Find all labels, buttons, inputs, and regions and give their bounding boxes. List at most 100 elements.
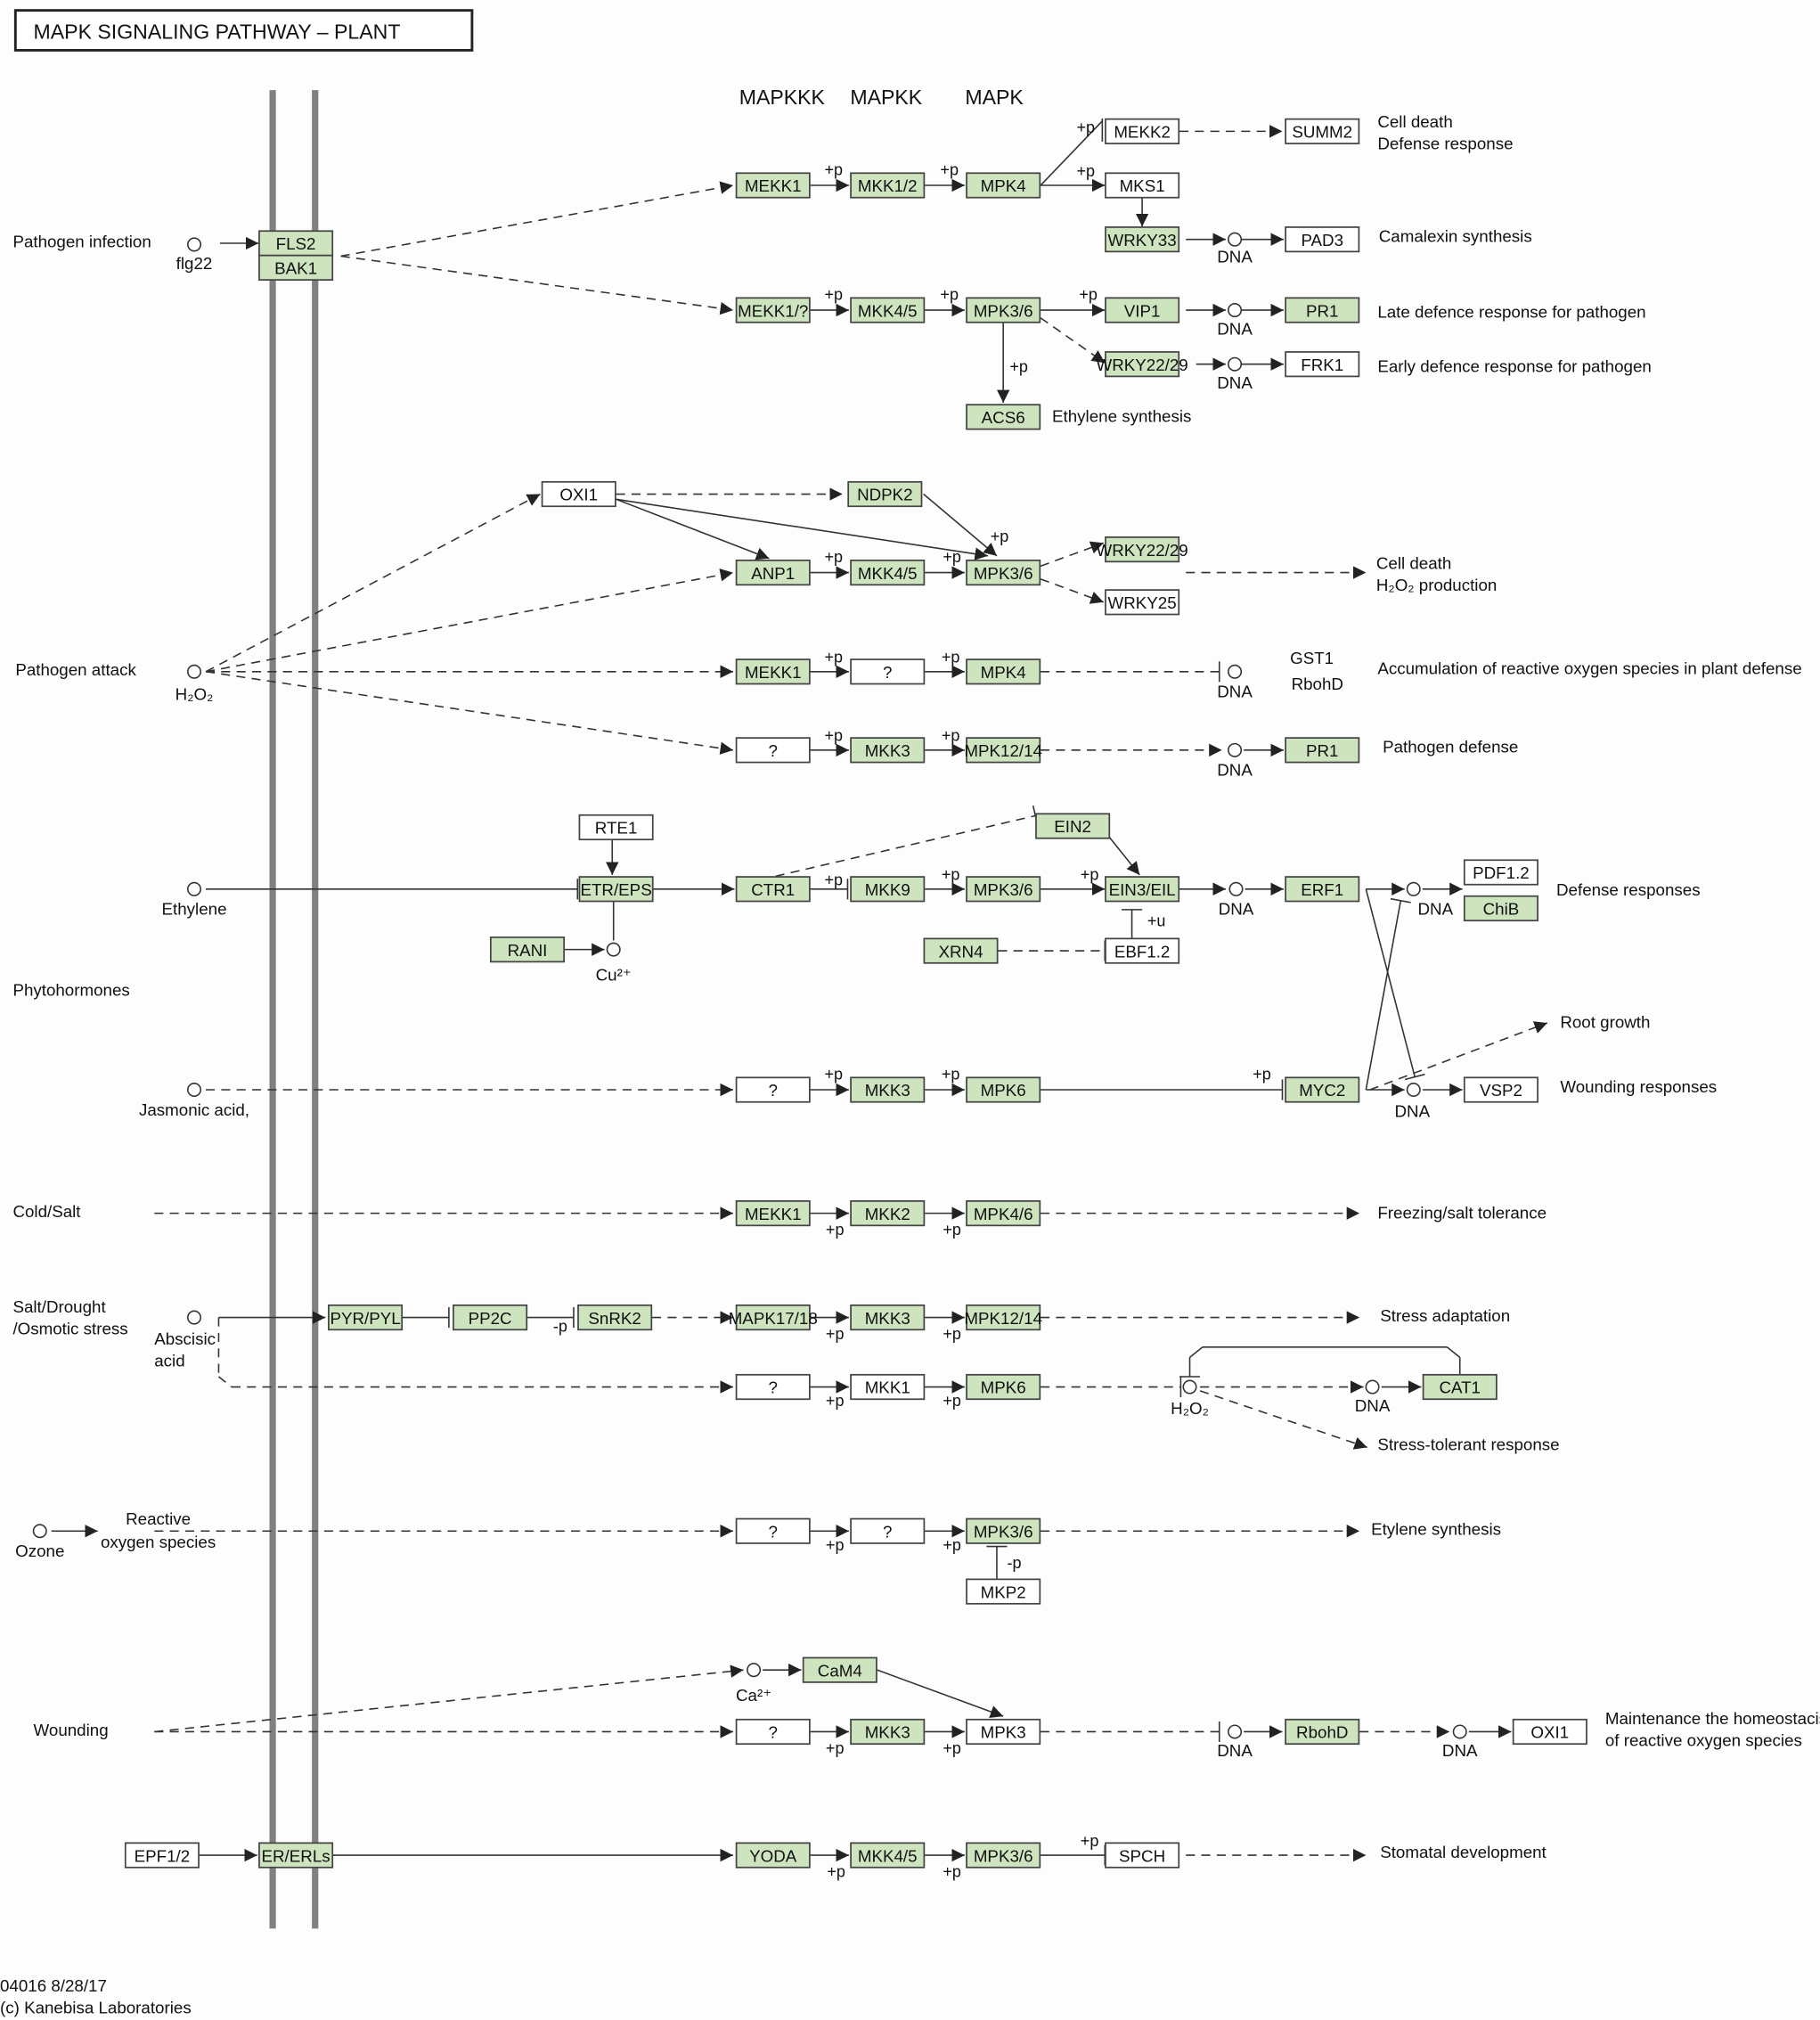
gene-fls2[interactable]: FLS2 [258,230,334,257]
gene-mkk3[interactable]: MKK3 [850,1718,926,1746]
gene-wrky25[interactable]: WRKY25 [1105,589,1180,616]
gene-mpk12-14[interactable]: MPK12/14 [964,1304,1042,1331]
gene-mekk1[interactable]: MEKK1/? [735,297,811,323]
gene-mpk3[interactable]: MPK3 [966,1718,1041,1746]
gene-er-erls[interactable]: ER/ERLs [258,1842,334,1869]
compound-dna-icon[interactable] [1228,303,1243,318]
gene-mpk4[interactable]: MPK4 [966,172,1041,199]
compound-dna-icon[interactable] [1228,664,1243,679]
compound-jasmonic-acid-icon[interactable] [187,1083,202,1098]
gene-unknown[interactable]: ? [850,658,926,685]
gene-pr1[interactable]: PR1 [1285,737,1360,764]
gene-unknown[interactable]: ? [735,1076,811,1103]
gene-acs6[interactable]: ACS6 [966,404,1041,430]
gene-mpk4[interactable]: MPK4 [966,658,1041,685]
compound-ethylene-icon[interactable] [187,881,202,896]
gene-vsp2[interactable]: VSP2 [1463,1076,1538,1103]
gene-mkp2[interactable]: MKP2 [966,1578,1041,1605]
gene-mekk2[interactable]: MEKK2 [1105,118,1180,144]
compound-abscisic-acid-icon[interactable] [187,1310,202,1325]
gene-myc2[interactable]: MYC2 [1285,1076,1360,1103]
gene-mekk1[interactable]: MEKK1 [735,1200,811,1227]
gene-mkk9[interactable]: MKK9 [850,876,926,903]
gene-mpk6[interactable]: MPK6 [966,1373,1041,1401]
gene-mkk4-5[interactable]: MKK4/5 [850,1842,926,1869]
compound-dna-icon[interactable] [1228,881,1244,896]
gene-ebf1-2[interactable]: EBF1.2 [1105,937,1180,964]
gene-snrk2[interactable]: SnRK2 [577,1304,653,1331]
gene-bak1[interactable]: BAK1 [258,254,334,282]
gene-mpk3-6[interactable]: MPK3/6 [966,1842,1041,1869]
compound-h2o2-icon[interactable] [1182,1379,1197,1394]
gene-mpk3-6[interactable]: MPK3/6 [966,560,1041,586]
compound-ca2-icon[interactable] [747,1663,762,1678]
gene-xrn4[interactable]: XRN4 [923,937,999,964]
compound-ozone-icon[interactable] [32,1524,47,1539]
gene-pdf1-2[interactable]: PDF1.2 [1463,859,1538,886]
gene-unknown[interactable]: ? [735,1373,811,1401]
gene-mkk1-2[interactable]: MKK1/2 [850,172,926,199]
gene-mkk3[interactable]: MKK3 [850,1304,926,1331]
gene-cat1[interactable]: CAT1 [1422,1373,1498,1401]
gene-chib[interactable]: ChiB [1463,895,1538,922]
gene-mkk2[interactable]: MKK2 [850,1200,926,1227]
gene-mpk3-6[interactable]: MPK3/6 [966,876,1041,903]
compound-dna-icon[interactable] [1228,742,1243,757]
gene-ndpk2[interactable]: NDPK2 [847,480,923,508]
gene-mpk3-6[interactable]: MPK3/6 [966,297,1041,323]
gene-rbohd[interactable]: RbohD [1285,1718,1360,1746]
gene-mapk17-18[interactable]: MAPK17/18 [729,1304,818,1331]
gene-unknown[interactable]: ? [735,1517,811,1544]
gene-pr1[interactable]: PR1 [1285,297,1360,323]
gene-ein3-eil[interactable]: EIN3/EIL [1105,876,1180,903]
gene-mkk3[interactable]: MKK3 [850,737,926,764]
gene-vip1[interactable]: VIP1 [1105,297,1180,323]
gene-mkk3[interactable]: MKK3 [850,1076,926,1103]
gene-mkk4-5[interactable]: MKK4/5 [850,297,926,323]
compound-h2o2-icon[interactable] [187,664,202,679]
gene-mkk4-5[interactable]: MKK4/5 [850,560,926,586]
gene-unknown[interactable]: ? [850,1517,926,1544]
gene-pp2c[interactable]: PP2C [453,1304,528,1331]
compound-cu2-icon[interactable] [606,942,621,957]
compound-dna-icon[interactable] [1228,232,1243,247]
gene-epf1-2[interactable]: EPF1/2 [124,1842,200,1869]
gene-cam4[interactable]: CaM4 [802,1656,877,1683]
gene-anp1[interactable]: ANP1 [735,560,811,586]
gene-rte1[interactable]: RTE1 [578,814,654,841]
gene-mekk1[interactable]: MEKK1 [735,172,811,199]
gene-mekk1[interactable]: MEKK1 [735,658,811,685]
gene-wrky33[interactable]: WRKY33 [1105,226,1180,253]
gene-etr-eps[interactable]: ETR/EPS [578,876,654,903]
compound-dna-icon[interactable] [1228,356,1243,372]
gene-yoda[interactable]: YODA [735,1842,811,1869]
gene-ein2[interactable]: EIN2 [1035,813,1111,839]
phosphorylation-label: +p [940,286,959,304]
gene-mpk6[interactable]: MPK6 [966,1076,1041,1103]
gene-mks1[interactable]: MKS1 [1105,172,1180,199]
compound-dna-icon[interactable] [1406,1083,1421,1098]
gene-mpk12-14[interactable]: MPK12/14 [964,737,1042,764]
compound-dna-icon[interactable] [1452,1724,1467,1739]
gene-wrky22-29[interactable]: WRKY22/29 [1097,351,1188,378]
compound-flg22-icon[interactable] [187,237,202,252]
gene-ctr1[interactable]: CTR1 [735,876,811,903]
gene-mkk1[interactable]: MKK1 [850,1373,926,1401]
gene-unknown[interactable]: ? [735,1718,811,1746]
gene-spch[interactable]: SPCH [1105,1842,1180,1869]
compound-dna-icon[interactable] [1228,1724,1243,1739]
gene-oxi1[interactable]: OXI1 [541,480,616,508]
compound-dna-icon[interactable] [1406,881,1421,896]
gene-mpk4-6[interactable]: MPK4/6 [966,1200,1041,1227]
gene-mpk3-6[interactable]: MPK3/6 [966,1517,1041,1544]
gene-frk1[interactable]: FRK1 [1285,351,1360,378]
gene-unknown[interactable]: ? [735,737,811,764]
gene-rani[interactable]: RANI [489,936,565,963]
gene-wrky22-29[interactable]: WRKY22/29 [1097,536,1188,563]
compound-dna-icon[interactable] [1365,1379,1380,1394]
gene-oxi1[interactable]: OXI1 [1512,1718,1587,1746]
gene-pad3[interactable]: PAD3 [1285,226,1360,253]
gene-pyr-pyl[interactable]: PYR/PYL [328,1304,404,1331]
gene-erf1[interactable]: ERF1 [1285,876,1360,903]
gene-summ2[interactable]: SUMM2 [1285,118,1360,144]
